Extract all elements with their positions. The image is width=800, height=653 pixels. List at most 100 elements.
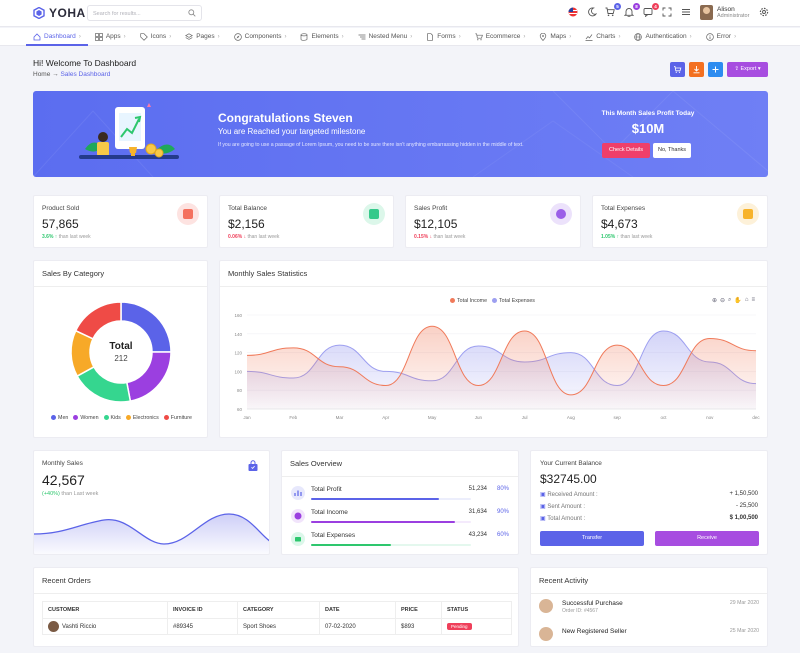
card-title: Monthly Sales: [42, 460, 83, 467]
download-icon: [693, 66, 700, 74]
nav-apps[interactable]: Apps ›: [88, 28, 133, 45]
nav-ecommerce[interactable]: Ecommerce ›: [468, 28, 533, 45]
add-button[interactable]: [708, 62, 723, 77]
chevron-right-icon: ›: [169, 33, 172, 40]
activity-item[interactable]: Successful Purchase Order ID: #4567 29 M…: [539, 599, 759, 625]
menu-icon[interactable]: ≡: [751, 297, 755, 303]
nav-dashboard-label: Dashboard: [44, 33, 76, 40]
user-role: Administrator: [717, 13, 750, 19]
legend-item[interactable]: Women: [73, 415, 99, 421]
nav-error[interactable]: Error ›: [699, 28, 743, 45]
chevron-right-icon: ›: [569, 33, 572, 40]
nav-maps[interactable]: Maps ›: [532, 28, 578, 45]
nav-elements[interactable]: Elements ›: [293, 28, 350, 45]
logo[interactable]: YOHA: [33, 6, 86, 20]
message-button[interactable]: 4: [643, 3, 659, 19]
coin-icon: [550, 203, 572, 225]
area-fill-income: [247, 326, 756, 409]
legend-item[interactable]: Total Income: [450, 298, 487, 304]
nav-pages[interactable]: Pages ›: [178, 28, 226, 45]
donut-slice-furniture[interactable]: [74, 301, 122, 340]
progress-track: [311, 521, 471, 523]
moon-icon[interactable]: [587, 7, 599, 19]
stat-label: Product Sold: [42, 205, 80, 212]
breadcrumb-current: Sales Dashboard: [60, 71, 111, 78]
card-title: Recent Activity: [539, 576, 589, 585]
notification-button[interactable]: 8: [624, 3, 640, 19]
legend-item[interactable]: Kids: [103, 415, 121, 421]
us-flag-icon[interactable]: [568, 7, 580, 19]
home-icon[interactable]: ⌂: [744, 297, 749, 303]
divider: [34, 286, 207, 287]
nav-authentication[interactable]: Authentication ›: [627, 28, 698, 45]
magnify-icon[interactable]: ⌕: [728, 297, 732, 303]
chevron-right-icon: ›: [217, 33, 220, 40]
breadcrumb-separator: →: [52, 71, 59, 78]
settings-button[interactable]: [759, 7, 771, 19]
receive-button[interactable]: Receive: [655, 531, 759, 546]
nav-charts[interactable]: Charts ›: [578, 28, 627, 45]
x-tick-label: May: [428, 415, 437, 420]
zoom-in-icon[interactable]: ⊕: [711, 298, 717, 304]
nav-icons[interactable]: Icons ›: [133, 28, 179, 45]
series-line-income[interactable]: [246, 325, 757, 396]
card-icon: [737, 203, 759, 225]
wallet-icon: [291, 532, 305, 546]
column-header[interactable]: CATEGORY: [237, 601, 320, 619]
chevron-right-icon: ›: [458, 33, 461, 40]
nav-forms[interactable]: Forms ›: [419, 28, 467, 45]
customer-name: Vashti Riccio: [62, 624, 97, 631]
nav-dashboard[interactable]: Dashboard ›: [26, 28, 88, 46]
nav-components[interactable]: Components ›: [227, 28, 294, 45]
donut-legend: Men Women Kids Electronics Furniture: [49, 415, 194, 421]
chevron-right-icon: ›: [618, 33, 621, 40]
download-button[interactable]: [689, 62, 704, 77]
grid-icon: [94, 32, 103, 41]
zoom-out-icon[interactable]: ⊖: [719, 298, 725, 304]
menu-button[interactable]: [681, 7, 693, 19]
stat-label: Sales Profit: [414, 205, 448, 212]
legend-item[interactable]: Furniture: [163, 415, 192, 421]
export-button[interactable]: ⇪ Export ▾: [727, 62, 768, 77]
menu-icon: [682, 9, 690, 15]
check-details-button[interactable]: Check Details: [602, 143, 650, 158]
nav-maps-label: Maps: [550, 33, 567, 40]
legend-item[interactable]: Men: [51, 415, 68, 421]
transfer-button[interactable]: Transfer: [540, 531, 644, 546]
overview-row-income: Total Income 31,634 90%: [291, 506, 509, 526]
no-thanks-button[interactable]: No, Thanks: [653, 143, 691, 158]
nav-authentication-label: Authentication: [645, 33, 687, 40]
cart-button[interactable]: 5: [605, 3, 621, 19]
user-menu[interactable]: Alison Administrator: [700, 5, 749, 20]
bank-icon: ▣: [540, 516, 546, 522]
stat-footer: 0.15% ↓ than last week: [414, 234, 465, 240]
nav-ecommerce-label: Ecommerce: [485, 33, 521, 40]
logo-text: YOHA: [49, 6, 86, 20]
pan-icon[interactable]: ✋: [734, 298, 742, 304]
globe-icon: [634, 32, 643, 41]
column-header[interactable]: DATE: [319, 601, 396, 619]
search-input[interactable]: Search for results...: [87, 5, 202, 21]
column-header[interactable]: STATUS: [441, 601, 512, 619]
breadcrumb-home[interactable]: Home: [33, 71, 51, 78]
nav-error-label: Error: [716, 33, 732, 40]
x-tick-label: oct: [660, 415, 667, 420]
legend-item[interactable]: Electronics: [125, 415, 159, 421]
monthly-sales-card: Monthly Sales 42,567 (+40%) than Last we…: [33, 450, 270, 555]
progress-track: [311, 498, 471, 500]
overview-label: Total Expenses: [311, 532, 356, 539]
sales-overview-card: Sales Overview Total Profit 51,234 80% T…: [281, 450, 519, 555]
arrow-down-icon: ↓: [243, 234, 247, 240]
column-header[interactable]: PRICE: [395, 601, 442, 619]
column-header[interactable]: INVOICE ID: [167, 601, 238, 619]
fullscreen-button[interactable]: [662, 7, 674, 19]
cart-action-button[interactable]: [670, 62, 685, 77]
table-row[interactable]: Vashti Riccio #89345 Sport Shoes 07-02-2…: [42, 618, 512, 635]
activity-subtitle: Order ID: #4567: [562, 608, 598, 614]
nav-nested-menu[interactable]: Nested Menu ›: [351, 28, 420, 45]
column-header[interactable]: CUSTOMER: [42, 601, 168, 619]
legend-item[interactable]: Total Expenses: [492, 298, 535, 304]
x-tick-label: nov: [706, 415, 714, 420]
activity-item[interactable]: New Registered Seller 25 Mar 2020: [539, 627, 759, 653]
